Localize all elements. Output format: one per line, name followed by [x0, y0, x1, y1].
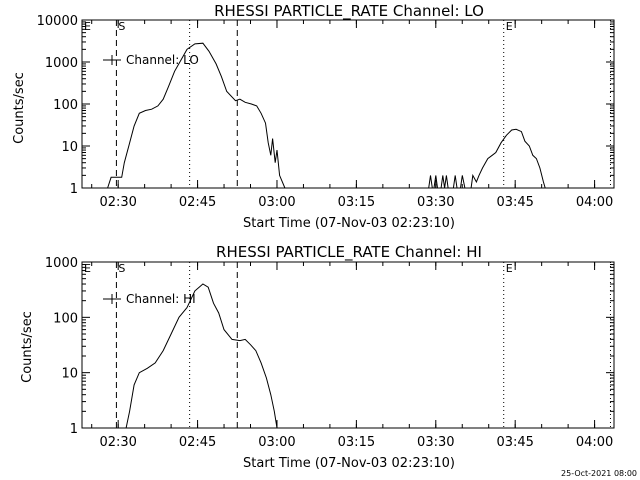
x-tick-label: 02:30 [99, 195, 136, 210]
marker-label: S [118, 20, 125, 33]
x-axis-label: Start Time (07-Nov-03 02:23:10) [243, 216, 455, 231]
x-tick-label: 03:30 [417, 435, 454, 450]
marker-label: E [506, 20, 513, 33]
marker-label: E [84, 20, 91, 33]
series-line [452, 175, 466, 189]
y-tick-label: 1 [70, 182, 78, 197]
series-line [107, 42, 286, 189]
y-tick-label: 10 [61, 367, 78, 382]
y-tick-label: 100 [53, 98, 78, 113]
x-tick-label: 03:30 [417, 195, 454, 210]
x-tick-label: 02:45 [179, 195, 216, 210]
plot-frame [81, 261, 615, 429]
legend-label: Channel: LO [126, 53, 199, 67]
series-line [428, 175, 449, 189]
y-axis-label: Counts/sec [20, 311, 35, 383]
marker-label: E [506, 262, 513, 275]
x-tick-label: 04:00 [576, 435, 613, 450]
x-tick-label: 03:15 [338, 195, 375, 210]
panel-channel-lo: RHESSI PARTICLE_RATE Channel: LO Counts/… [12, 2, 615, 231]
marker-label: S [118, 262, 125, 275]
y-tick-label: 1000 [45, 56, 78, 71]
x-axis-label: Start Time (07-Nov-03 02:23:10) [243, 456, 455, 471]
y-tick-label: 1000 [45, 256, 78, 271]
plot-frame [81, 19, 615, 189]
x-tick-label: 03:15 [338, 435, 375, 450]
x-tick-label: 02:45 [179, 435, 216, 450]
series-line [125, 283, 278, 429]
x-tick-label: 03:00 [258, 195, 295, 210]
legend-label: Channel: HI [126, 292, 196, 306]
panel-channel-hi: RHESSI PARTICLE_RATE Channel: HI Counts/… [20, 243, 615, 471]
y-axis-label: Counts/sec [12, 72, 27, 144]
x-tick-label: 03:45 [496, 435, 533, 450]
timestamp: 25-Oct-2021 08:00 [561, 469, 637, 478]
x-tick-label: 03:45 [496, 195, 533, 210]
y-tick-label: 10000 [37, 14, 78, 29]
y-tick-label: 1 [70, 422, 78, 437]
x-tick-label: 03:00 [258, 435, 295, 450]
marker-label: E [84, 262, 91, 275]
series-line [470, 128, 546, 189]
x-tick-label: 02:30 [99, 435, 136, 450]
chart-title: RHESSI PARTICLE_RATE Channel: HI [216, 243, 482, 262]
y-tick-label: 10 [61, 140, 78, 155]
x-tick-label: 04:00 [576, 195, 613, 210]
chart-title: RHESSI PARTICLE_RATE Channel: LO [214, 2, 484, 21]
y-tick-label: 100 [53, 311, 78, 326]
